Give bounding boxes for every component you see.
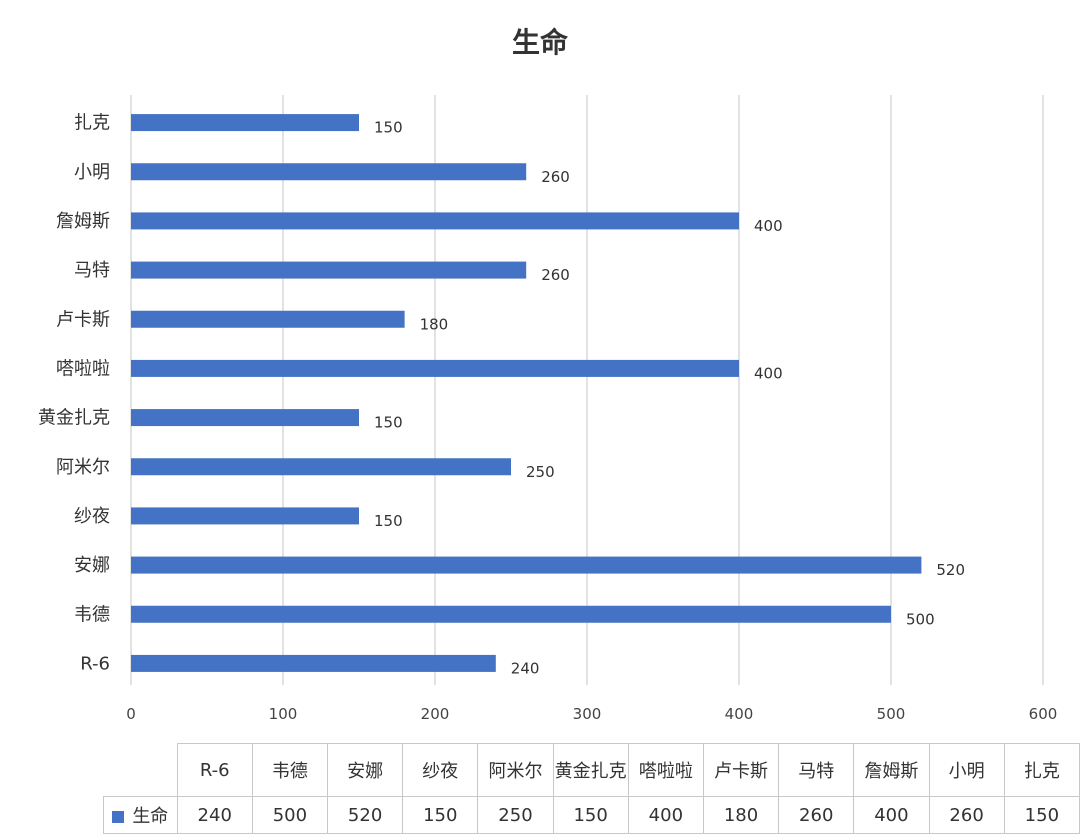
bar xyxy=(131,359,739,377)
data-label: 180 xyxy=(420,315,449,333)
bar xyxy=(131,458,511,476)
data-label: 150 xyxy=(374,414,403,432)
data-table-category-cell: 韦德 xyxy=(251,743,329,797)
bars xyxy=(131,114,922,672)
data-label: 500 xyxy=(906,610,935,628)
bar xyxy=(131,212,739,230)
legend-key xyxy=(112,811,125,823)
y-category-label: 安娜 xyxy=(74,555,110,576)
labels: 0 100 200 300 400 500 600 R-6 240 韦德 500 安娜 520 纱夜 150… xyxy=(38,113,1057,723)
x-tick-label: 0 xyxy=(126,705,136,723)
data-table-value-cell: 400 xyxy=(627,796,704,834)
data-table-category-cell: 阿米尔 xyxy=(477,743,554,797)
bar xyxy=(131,507,359,525)
bar xyxy=(131,409,359,427)
bar xyxy=(131,605,891,623)
bar xyxy=(131,310,405,328)
bar xyxy=(131,556,922,574)
data-table-value-cell: 240 xyxy=(176,796,253,834)
y-category-label: 韦德 xyxy=(74,604,110,625)
data-label: 520 xyxy=(936,561,965,579)
data-label: 400 xyxy=(754,364,783,382)
y-category-label: 扎克 xyxy=(74,113,110,134)
data-table-value-cell: 520 xyxy=(327,796,404,834)
x-tick-label: 500 xyxy=(877,705,906,723)
data-table-value-cell: 260 xyxy=(778,796,855,834)
legend-label: 生命 xyxy=(132,806,169,827)
data-table-category-cell: 安娜 xyxy=(327,743,404,797)
data-table-category-cell: 马特 xyxy=(778,743,855,797)
data-table-series-cell: 生命 xyxy=(103,796,178,834)
data-table-value-cell: 180 xyxy=(702,796,780,834)
data-table-series-row: 生命 240 500 520 150 250 150 400 180 260 400 260 150 xyxy=(103,796,1080,834)
y-category-label: 小明 xyxy=(74,162,110,183)
data-table-category-cell: 小明 xyxy=(928,743,1005,797)
y-category-label: 马特 xyxy=(74,260,110,281)
data-table-category-cell: 扎克 xyxy=(1003,743,1080,797)
x-tick-label: 100 xyxy=(269,705,298,723)
data-label: 400 xyxy=(754,217,783,235)
data-table: R-6 韦德 安娜 纱夜 阿米尔 黄金扎克 嗒啦啦 卢卡斯 马特 詹姆斯 小明 扎克 生命 240 50… xyxy=(103,743,1080,834)
data-label: 250 xyxy=(526,463,555,481)
data-table-value-cell: 150 xyxy=(552,796,629,834)
bar xyxy=(131,163,527,181)
data-table-value-cell: 260 xyxy=(928,796,1005,834)
bar xyxy=(131,261,527,279)
data-table-value-cell: 150 xyxy=(402,796,479,834)
data-table-value-cell: 400 xyxy=(853,796,930,834)
data-table-value-cell: 500 xyxy=(251,796,329,834)
y-category-label: 纱夜 xyxy=(74,506,110,527)
chart: 生命 0 100 200 300 400 500 600 R-6 240 韦德 500 安娜 520 纱夜… xyxy=(38,26,1057,723)
y-category-label: R-6 xyxy=(80,653,110,674)
x-tick-label: 200 xyxy=(421,705,450,723)
chart-title: 生命 xyxy=(512,26,569,59)
data-table-category-cell: 纱夜 xyxy=(402,743,479,797)
data-table-value-cell: 150 xyxy=(1003,796,1080,834)
data-label: 150 xyxy=(374,512,403,530)
data-table-header-row: R-6 韦德 安娜 纱夜 阿米尔 黄金扎克 嗒啦啦 卢卡斯 马特 詹姆斯 小明 扎克 xyxy=(103,743,1080,797)
y-category-label: 黄金扎克 xyxy=(38,408,110,429)
x-tick-label: 400 xyxy=(725,705,754,723)
data-label: 260 xyxy=(541,168,570,186)
y-category-label: 詹姆斯 xyxy=(56,211,110,232)
x-tick-label: 600 xyxy=(1029,705,1058,723)
data-label: 150 xyxy=(374,119,403,137)
data-table-value-cell: 250 xyxy=(477,796,554,834)
data-table-category-cell: R-6 xyxy=(176,743,253,797)
gridlines xyxy=(130,95,1044,685)
data-table-category-cell: 嗒啦啦 xyxy=(627,743,704,797)
data-label: 240 xyxy=(511,659,540,677)
data-table-category-cell: 卢卡斯 xyxy=(702,743,780,797)
x-tick-label: 300 xyxy=(573,705,602,723)
data-label: 260 xyxy=(541,266,570,284)
y-category-label: 阿米尔 xyxy=(56,457,110,478)
bar xyxy=(131,654,496,672)
bar xyxy=(131,114,359,132)
data-table-category-cell: 黄金扎克 xyxy=(552,743,629,797)
y-category-label: 卢卡斯 xyxy=(56,309,110,330)
y-category-label: 嗒啦啦 xyxy=(56,358,110,379)
data-table-corner xyxy=(103,743,178,797)
data-table-category-cell: 詹姆斯 xyxy=(853,743,930,797)
